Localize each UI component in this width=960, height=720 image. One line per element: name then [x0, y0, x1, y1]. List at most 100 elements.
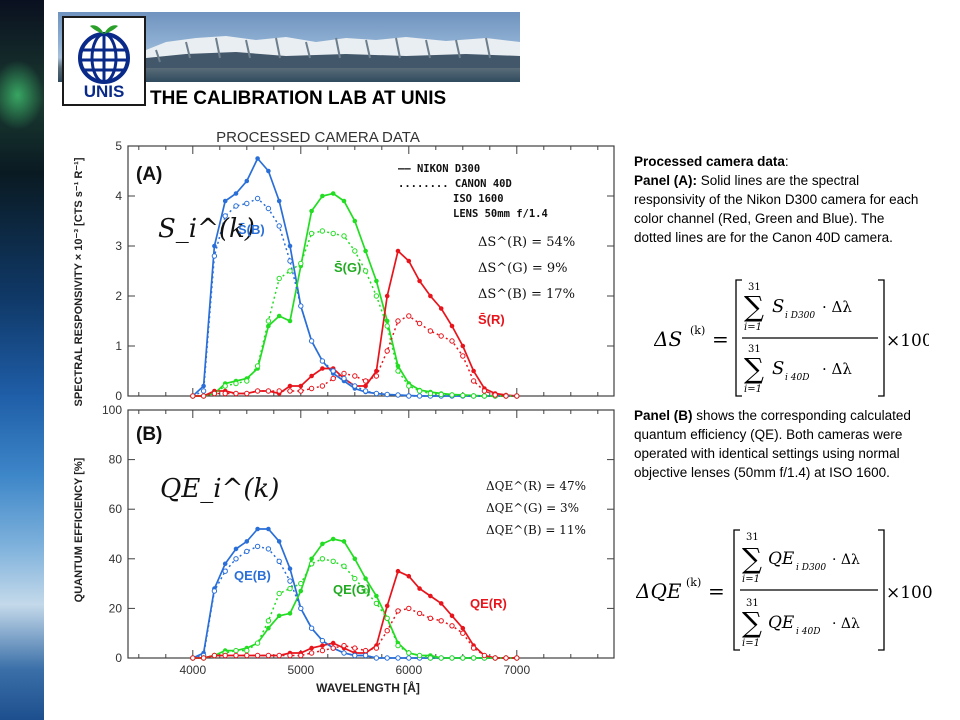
- data-point: [514, 655, 520, 661]
- y-tick-label: 20: [109, 601, 123, 615]
- formula-delta-s: ΔS (k) = 31 ∑ i=1 S i D300 · Δλ 31 ∑ i=1…: [653, 276, 933, 400]
- annotation-delta-s-b: ΔS^(B) = 17%: [478, 287, 575, 302]
- data-point: [266, 526, 271, 532]
- aurora-glow: [0, 60, 44, 130]
- data-point: [222, 213, 228, 219]
- data-point: [309, 556, 314, 562]
- data-point: [211, 390, 218, 397]
- data-point: [276, 275, 282, 282]
- series-line-green-dotted: [192, 230, 517, 397]
- data-point: [374, 593, 379, 599]
- data-point: [428, 593, 433, 599]
- data-point: [244, 652, 250, 659]
- data-point: [428, 293, 433, 299]
- data-point: [244, 200, 250, 207]
- data-point: [438, 655, 444, 661]
- chart-title: PROCESSED CAMERA DATA: [216, 129, 420, 146]
- data-point: [406, 258, 412, 264]
- data-point: [211, 588, 218, 594]
- data-point: [211, 253, 218, 259]
- data-point: [287, 566, 293, 572]
- formula-b-den-bottom: i=1: [742, 638, 760, 649]
- data-point: [276, 539, 282, 544]
- data-point: [222, 568, 228, 574]
- data-point: [492, 392, 498, 398]
- data-point: [308, 385, 315, 392]
- y-tick-label: 1: [115, 339, 122, 353]
- formula-b-den-term: QE: [768, 613, 795, 633]
- data-point: [320, 366, 325, 371]
- data-point: [416, 652, 423, 659]
- data-point: [395, 608, 401, 614]
- description-b-panel: Panel (B): [634, 408, 693, 423]
- data-point: [244, 647, 250, 654]
- data-point: [233, 652, 239, 659]
- data-point: [384, 318, 390, 324]
- data-point: [384, 603, 390, 609]
- formula-a-num-term: S: [772, 296, 784, 317]
- formula-a-sup: (k): [690, 324, 705, 337]
- globe-icon: [78, 25, 130, 84]
- data-point: [449, 323, 455, 329]
- data-point: [266, 625, 271, 631]
- data-point: [374, 368, 379, 374]
- data-point: [222, 198, 228, 204]
- formula-a-den-top: 31: [748, 344, 761, 355]
- data-point: [255, 526, 260, 532]
- data-point: [309, 208, 314, 214]
- page-title: THE CALIBRATION LAB AT UNIS: [150, 88, 447, 109]
- formula-a-lhs: ΔS: [654, 327, 682, 351]
- data-point: [395, 368, 401, 374]
- data-point: [438, 306, 444, 311]
- description-a: Processed camera data: Panel (A): Solid …: [634, 152, 924, 247]
- unis-logo: UNIS: [62, 16, 146, 106]
- panel-label-b: (B): [136, 424, 162, 445]
- data-point: [287, 388, 293, 394]
- legend-entry-iso: ISO 1600: [453, 193, 504, 205]
- data-point: [222, 383, 228, 389]
- y-tick-label: 60: [109, 502, 123, 516]
- data-point: [287, 258, 293, 264]
- data-point: [233, 546, 239, 552]
- formula-a-den-sub: i 40D: [785, 373, 809, 383]
- data-point: [265, 652, 272, 659]
- data-point: [416, 610, 423, 617]
- data-point: [244, 548, 250, 555]
- data-point: [427, 390, 434, 397]
- data-point: [276, 198, 282, 204]
- data-point: [406, 655, 412, 661]
- data-point: [254, 388, 261, 394]
- data-point: [481, 393, 488, 399]
- data-point: [363, 383, 368, 389]
- data-point: [233, 191, 239, 196]
- data-point: [503, 393, 509, 399]
- x-tick-label: 4000: [179, 663, 206, 677]
- data-point: [276, 590, 282, 597]
- annotation-delta-qe-b: ΔQE^(B) = 11%: [486, 523, 586, 537]
- formula-a-equals: =: [712, 327, 729, 351]
- formula-a-times: ×100: [886, 331, 929, 351]
- data-point: [395, 568, 401, 574]
- data-point: [233, 390, 239, 397]
- data-point: [470, 378, 477, 384]
- data-point: [276, 613, 282, 619]
- annotation-delta-qe-r: ΔQE^(R) = 47%: [486, 479, 586, 493]
- data-point: [276, 223, 282, 229]
- mountain-range-image: [146, 36, 520, 68]
- ylabel-b: QUANTUM EFFICIENCY [%]: [73, 457, 85, 602]
- data-point: [395, 318, 401, 324]
- data-point: [395, 642, 401, 649]
- data-point: [438, 601, 444, 606]
- annotation-delta-qe-g: ΔQE^(G) = 3%: [486, 501, 579, 515]
- data-point: [362, 652, 369, 659]
- data-point: [352, 556, 358, 562]
- data-point: [233, 203, 239, 209]
- x-tick-label: 6000: [395, 663, 422, 677]
- data-point: [362, 268, 369, 274]
- data-point: [460, 343, 466, 349]
- data-point: [200, 388, 207, 394]
- formula-b-den-dot: · Δλ: [832, 616, 860, 632]
- data-point: [460, 625, 466, 631]
- data-point: [200, 655, 207, 661]
- data-point: [362, 388, 369, 394]
